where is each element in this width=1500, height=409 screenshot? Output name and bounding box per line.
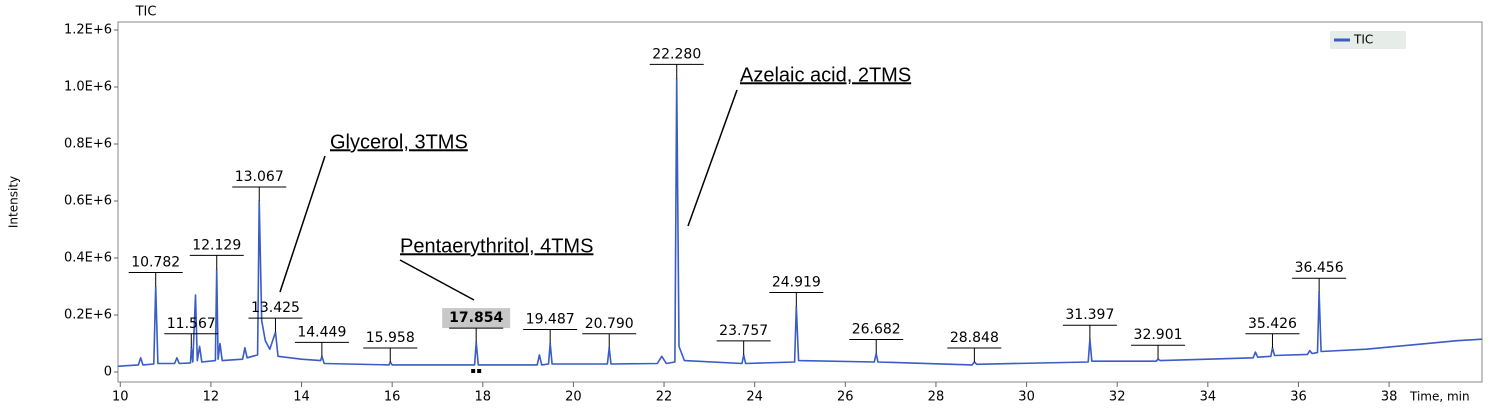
annotation-pointer <box>687 89 738 227</box>
x-tick-label: 34 <box>1200 390 1217 405</box>
x-tick-label: 16 <box>384 390 401 405</box>
y-tick-label: 0.4E+6 <box>64 251 112 266</box>
x-tick-label: 20 <box>565 390 582 405</box>
peak-label: 22.280 <box>652 46 701 62</box>
chart-title: TIC <box>135 5 157 20</box>
y-tick-label: 0.6E+6 <box>64 194 112 209</box>
annotation: Pentaerythritol, 4TMS <box>400 235 593 257</box>
peak-label: 19.487 <box>526 312 575 328</box>
y-tick-label: 0.8E+6 <box>64 136 112 151</box>
annotation-pointer <box>399 259 475 301</box>
x-tick-label: 10 <box>112 390 129 405</box>
peak-label: 20.790 <box>585 316 634 332</box>
peak-label: 23.757 <box>719 323 768 339</box>
peak-label: 35.426 <box>1248 316 1297 332</box>
y-tick-label: 1.2E+6 <box>64 22 112 37</box>
peak-label: 10.782 <box>131 255 180 271</box>
x-tick-label: 26 <box>837 390 854 405</box>
x-tick-label: 38 <box>1381 390 1398 405</box>
annotation: Glycerol, 3TMS <box>330 131 468 153</box>
peak-label: 13.067 <box>235 169 284 185</box>
x-tick-label: 18 <box>475 390 492 405</box>
x-tick-label: 28 <box>928 390 945 405</box>
x-tick-label: 14 <box>293 390 310 405</box>
plot-area <box>117 21 1483 383</box>
x-tick-label: 24 <box>746 390 763 405</box>
x-axis-label: Time, min <box>1409 390 1470 404</box>
peak-label: 12.129 <box>192 237 241 253</box>
y-axis-label: Intensity <box>7 176 21 228</box>
x-tick-label: 36 <box>1290 390 1307 405</box>
peak-label: 15.958 <box>366 330 415 346</box>
peak-label: 26.682 <box>852 321 901 337</box>
peak-label: 32.901 <box>1134 327 1183 343</box>
x-tick-label: 30 <box>1018 390 1035 405</box>
peak-label: 14.449 <box>297 324 346 340</box>
y-tick-label: 0.2E+6 <box>64 308 112 323</box>
peak-label: 17.854 <box>449 310 503 326</box>
legend-label: TIC <box>1353 33 1373 47</box>
x-tick-label: 12 <box>203 390 220 405</box>
peak-label: 31.397 <box>1065 307 1114 323</box>
x-tick-label: 32 <box>1109 390 1126 405</box>
selection-handle <box>477 369 482 373</box>
label-highlight <box>442 308 511 329</box>
annotation: Azelaic acid, 2TMS <box>740 64 911 86</box>
annotation-pointer <box>279 155 326 293</box>
selection-handle <box>471 369 476 373</box>
y-tick-label: 0 <box>104 365 112 380</box>
peak-label: 11.567 <box>167 316 216 332</box>
peak-label: 28.848 <box>950 330 999 346</box>
peak-label: 13.425 <box>251 300 300 316</box>
legend-box <box>1330 31 1406 49</box>
peak-label: 36.456 <box>1295 260 1344 276</box>
x-tick-label: 22 <box>656 390 673 405</box>
peak-label: 24.919 <box>772 274 821 290</box>
y-tick-label: 1.0E+6 <box>64 79 112 94</box>
